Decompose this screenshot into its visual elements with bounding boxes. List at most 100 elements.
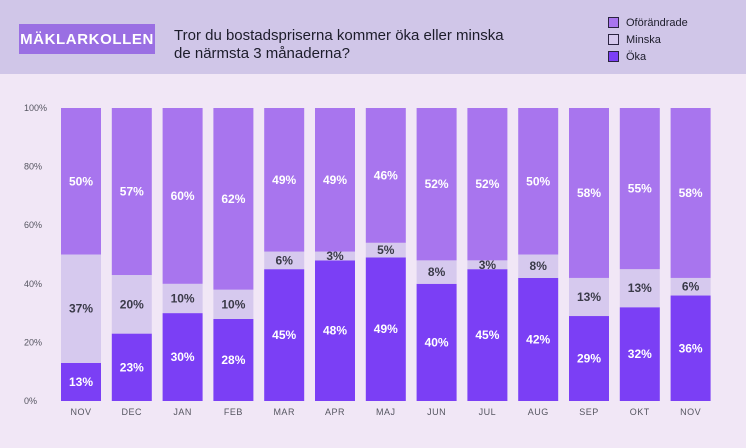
bar-segment-oförändrade — [162, 108, 203, 284]
bar-segment-öka — [619, 307, 660, 401]
bar-segment-oförändrade — [670, 108, 711, 278]
data-label: 13% — [577, 290, 601, 304]
bar-segment-minska — [61, 254, 101, 363]
data-label: 58% — [577, 186, 601, 200]
bar-segment-öka — [111, 333, 152, 401]
bar-segment-minska — [670, 277, 711, 296]
data-label: 58% — [679, 186, 703, 200]
data-label: 42% — [526, 332, 550, 346]
data-label: 10% — [221, 297, 245, 311]
bar-segment-minska — [467, 260, 508, 270]
y-tick-label: 0% — [24, 396, 37, 406]
bar-segment-oförändrade — [467, 108, 508, 261]
bar-segment-öka — [365, 257, 406, 401]
data-label: 30% — [171, 350, 195, 364]
data-label: 8% — [428, 265, 446, 279]
x-tick-label: MAR — [273, 407, 295, 417]
bar-segment-oförändrade — [365, 108, 406, 243]
bar-segment-minska — [569, 277, 609, 317]
bar-segment-minska — [416, 260, 457, 284]
bar-segment-minska — [162, 283, 203, 314]
bar-segment-oförändrade — [416, 108, 457, 261]
bar-segment-minska — [518, 254, 559, 278]
bar-segment-minska — [264, 251, 305, 270]
legend-label-minska: Minska — [626, 33, 661, 46]
x-tick-label: APR — [325, 407, 345, 417]
data-label: 20% — [120, 297, 144, 311]
bar-segment-öka — [569, 316, 609, 401]
legend-swatch-minska — [608, 34, 619, 45]
bar-segment-öka — [162, 313, 203, 401]
bar-segment-minska — [213, 289, 254, 319]
legend-swatch-oforandrade — [608, 17, 619, 28]
x-tick-label: NOV — [680, 407, 701, 417]
bar-segment-öka — [213, 318, 254, 401]
x-tick-label: DEC — [122, 407, 143, 417]
brand-logo: MÄKLARKOLLEN — [19, 24, 155, 54]
legend-item-oforandrade: Oförändrade — [608, 14, 688, 31]
data-label: 5% — [377, 243, 395, 257]
chart-title-line-1: Tror du bostadspriserna kommer öka eller… — [174, 27, 504, 44]
x-tick-label: JUN — [427, 407, 446, 417]
data-label: 49% — [272, 173, 296, 187]
bar-segment-oförändrade — [619, 108, 660, 270]
bar-segment-öka — [670, 295, 711, 401]
data-label: 29% — [577, 352, 601, 366]
y-tick-label: 80% — [24, 162, 42, 172]
data-label: 46% — [374, 168, 398, 182]
y-tick-label: 60% — [24, 220, 42, 230]
legend-label-oka: Öka — [626, 50, 647, 63]
data-label: 55% — [628, 182, 652, 196]
bar-segment-oförändrade — [518, 108, 559, 255]
bar-segment-öka — [467, 269, 508, 401]
x-tick-label: OKT — [630, 407, 650, 417]
bar-segment-öka — [264, 269, 305, 401]
bar-segment-minska — [315, 251, 355, 261]
y-tick-label: 100% — [24, 103, 47, 113]
data-label: 36% — [679, 341, 703, 355]
data-label: 8% — [530, 259, 548, 273]
bar-segment-öka — [518, 277, 559, 401]
data-label: 6% — [276, 253, 294, 267]
bar-segment-oförändrade — [213, 108, 254, 290]
bar-segment-minska — [111, 275, 152, 334]
data-label: 49% — [323, 173, 347, 187]
legend-item-minska: Minska — [608, 31, 688, 48]
x-tick-label: AUG — [528, 407, 549, 417]
x-tick-label: FEB — [224, 407, 243, 417]
data-label: 3% — [479, 258, 497, 272]
header-band: MÄKLARKOLLEN Tror du bostadspriserna kom… — [0, 0, 746, 74]
chart-title-line-2: de närmsta 3 månaderna? — [174, 45, 350, 62]
bar-segment-oförändrade — [111, 108, 152, 276]
data-label: 6% — [682, 280, 700, 294]
legend-swatch-oka — [608, 51, 619, 62]
bar-segment-oförändrade — [264, 108, 305, 252]
data-label: 37% — [69, 302, 93, 316]
bar-segment-oförändrade — [315, 108, 355, 252]
bar-segment-minska — [365, 242, 406, 258]
data-label: 23% — [120, 360, 144, 374]
bar-segment-oförändrade — [569, 108, 609, 278]
legend-item-oka: Öka — [608, 48, 688, 65]
data-label: 50% — [69, 174, 93, 188]
x-tick-label: JUL — [479, 407, 497, 417]
data-label: 45% — [272, 328, 296, 342]
data-label: 40% — [425, 335, 449, 349]
data-label: 49% — [374, 322, 398, 336]
y-tick-label: 40% — [24, 279, 42, 289]
data-label: 60% — [171, 189, 195, 203]
x-tick-label: JAN — [173, 407, 192, 417]
data-label: 50% — [526, 174, 550, 188]
bar-segment-öka — [315, 260, 355, 401]
x-tick-label: SEP — [579, 407, 599, 417]
bar-segment-oförändrade — [61, 108, 101, 255]
data-label: 57% — [120, 185, 144, 199]
data-label: 45% — [475, 328, 499, 342]
x-tick-label: NOV — [70, 407, 91, 417]
data-label: 3% — [326, 249, 344, 263]
data-label: 32% — [628, 347, 652, 361]
data-label: 52% — [475, 177, 499, 191]
data-label: 13% — [628, 281, 652, 295]
bar-segment-öka — [416, 283, 457, 401]
